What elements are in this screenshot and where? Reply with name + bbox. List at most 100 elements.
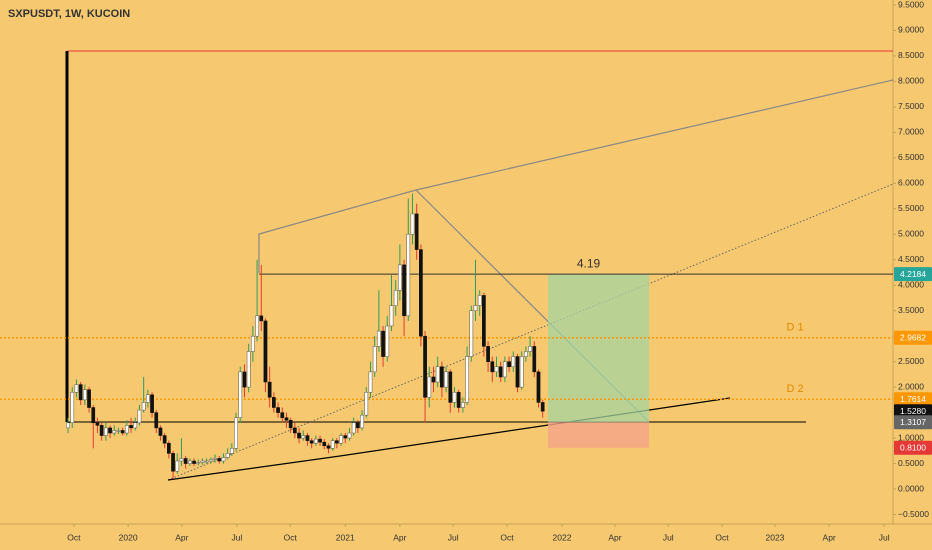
candle-body <box>108 427 112 434</box>
candle-body <box>524 351 528 357</box>
candle-body <box>188 460 192 464</box>
candle-body <box>66 422 70 429</box>
candle-body <box>82 389 87 401</box>
y-tick-label: 2.5000 <box>898 356 924 366</box>
candle-body <box>209 459 213 462</box>
candle-body <box>477 295 482 306</box>
candle-body <box>440 366 444 388</box>
candle-body <box>528 346 532 352</box>
candle-body <box>230 448 234 454</box>
y-tick-label: 7.0000 <box>898 127 924 137</box>
y-tick-label: 2.0000 <box>898 381 924 391</box>
annotation: 4.19 <box>577 256 601 270</box>
x-tick-label: Jul <box>448 532 459 542</box>
candle-body <box>402 264 406 317</box>
candle-body <box>377 330 381 347</box>
x-tick-label: Apr <box>608 532 621 542</box>
candle-body <box>318 438 322 443</box>
chart-title: SXPUSDT, 1W, KUCOIN <box>8 8 130 20</box>
x-tick-label: 2023 <box>766 532 785 542</box>
candle-body <box>456 391 461 408</box>
y-tick-label: 3.5000 <box>898 305 924 315</box>
candle-body <box>280 412 285 418</box>
y-tick-label: 8.0000 <box>898 76 924 86</box>
price-label: 1.7614 <box>900 394 926 404</box>
loss-zone <box>548 422 649 448</box>
candle-body <box>171 453 175 472</box>
candle-body <box>297 432 301 439</box>
y-tick-label: 1.0000 <box>898 432 924 442</box>
annotation: D 2 <box>786 383 803 395</box>
candle-body <box>410 213 415 235</box>
y-tick-label: 5.5000 <box>898 203 924 213</box>
candle-body <box>167 442 171 454</box>
candle-body <box>179 458 184 462</box>
price-label-box <box>894 415 932 430</box>
candle-body <box>532 346 537 373</box>
candle-body <box>112 430 117 434</box>
candle-body <box>389 305 394 327</box>
y-tick-label: 6.0000 <box>898 178 924 188</box>
candle-body <box>293 427 297 434</box>
candle-body <box>267 381 272 398</box>
candle-body <box>95 422 100 426</box>
candle-body <box>150 394 154 413</box>
candle-body <box>288 420 293 429</box>
y-tick-label: 6.5000 <box>898 152 924 162</box>
candle-body <box>259 315 264 322</box>
candle-body <box>192 460 196 464</box>
candle-body <box>103 427 108 436</box>
dotted-trend-line <box>167 183 894 481</box>
price-label: 0.8100 <box>900 443 926 453</box>
candle-body <box>70 391 75 424</box>
candle-body <box>498 366 503 378</box>
candle-body <box>137 409 142 424</box>
candle-body <box>452 391 457 403</box>
profit-zone <box>548 274 649 423</box>
candle-body <box>335 440 339 444</box>
y-tick-label: 9.5000 <box>898 0 924 9</box>
candle-body <box>272 397 276 408</box>
x-tick-label: Oct <box>67 532 81 542</box>
candle-body <box>414 213 419 250</box>
price-label: 2.9682 <box>900 333 926 343</box>
candle-body <box>116 430 121 432</box>
candle-body <box>154 412 159 429</box>
candle-body <box>461 402 465 408</box>
candle-body <box>448 371 453 403</box>
candle-body <box>125 425 129 434</box>
candle-body <box>276 407 280 413</box>
candle-body <box>91 407 96 424</box>
candle-body <box>507 361 511 368</box>
price-label-box <box>894 330 932 345</box>
candle-body <box>364 391 369 416</box>
candle-body <box>322 441 327 446</box>
y-tick-label: 4.0000 <box>898 279 924 289</box>
candle-body <box>540 402 545 412</box>
candle-body <box>196 462 201 464</box>
candle-body <box>246 351 251 388</box>
y-tick-label: 0.5000 <box>898 458 924 468</box>
candle-body <box>175 460 180 472</box>
y-tick-label: 0.0000 <box>898 483 924 493</box>
x-tick-label: Apr <box>175 532 188 542</box>
candle-body <box>326 445 331 449</box>
candle-body <box>183 458 188 464</box>
candle-body <box>515 356 520 388</box>
candle-body <box>536 371 541 403</box>
candle-body <box>406 234 411 317</box>
candle-body <box>339 435 343 444</box>
x-tick-label: Jul <box>231 532 242 542</box>
candle-body <box>473 305 478 311</box>
candle-body <box>490 361 495 373</box>
candle-body <box>356 422 360 429</box>
candle-body <box>372 346 377 373</box>
candle-body <box>494 366 499 373</box>
candle-body <box>381 330 385 357</box>
candle-body <box>385 325 390 357</box>
candle-body <box>423 335 427 398</box>
candle-body <box>431 376 436 383</box>
